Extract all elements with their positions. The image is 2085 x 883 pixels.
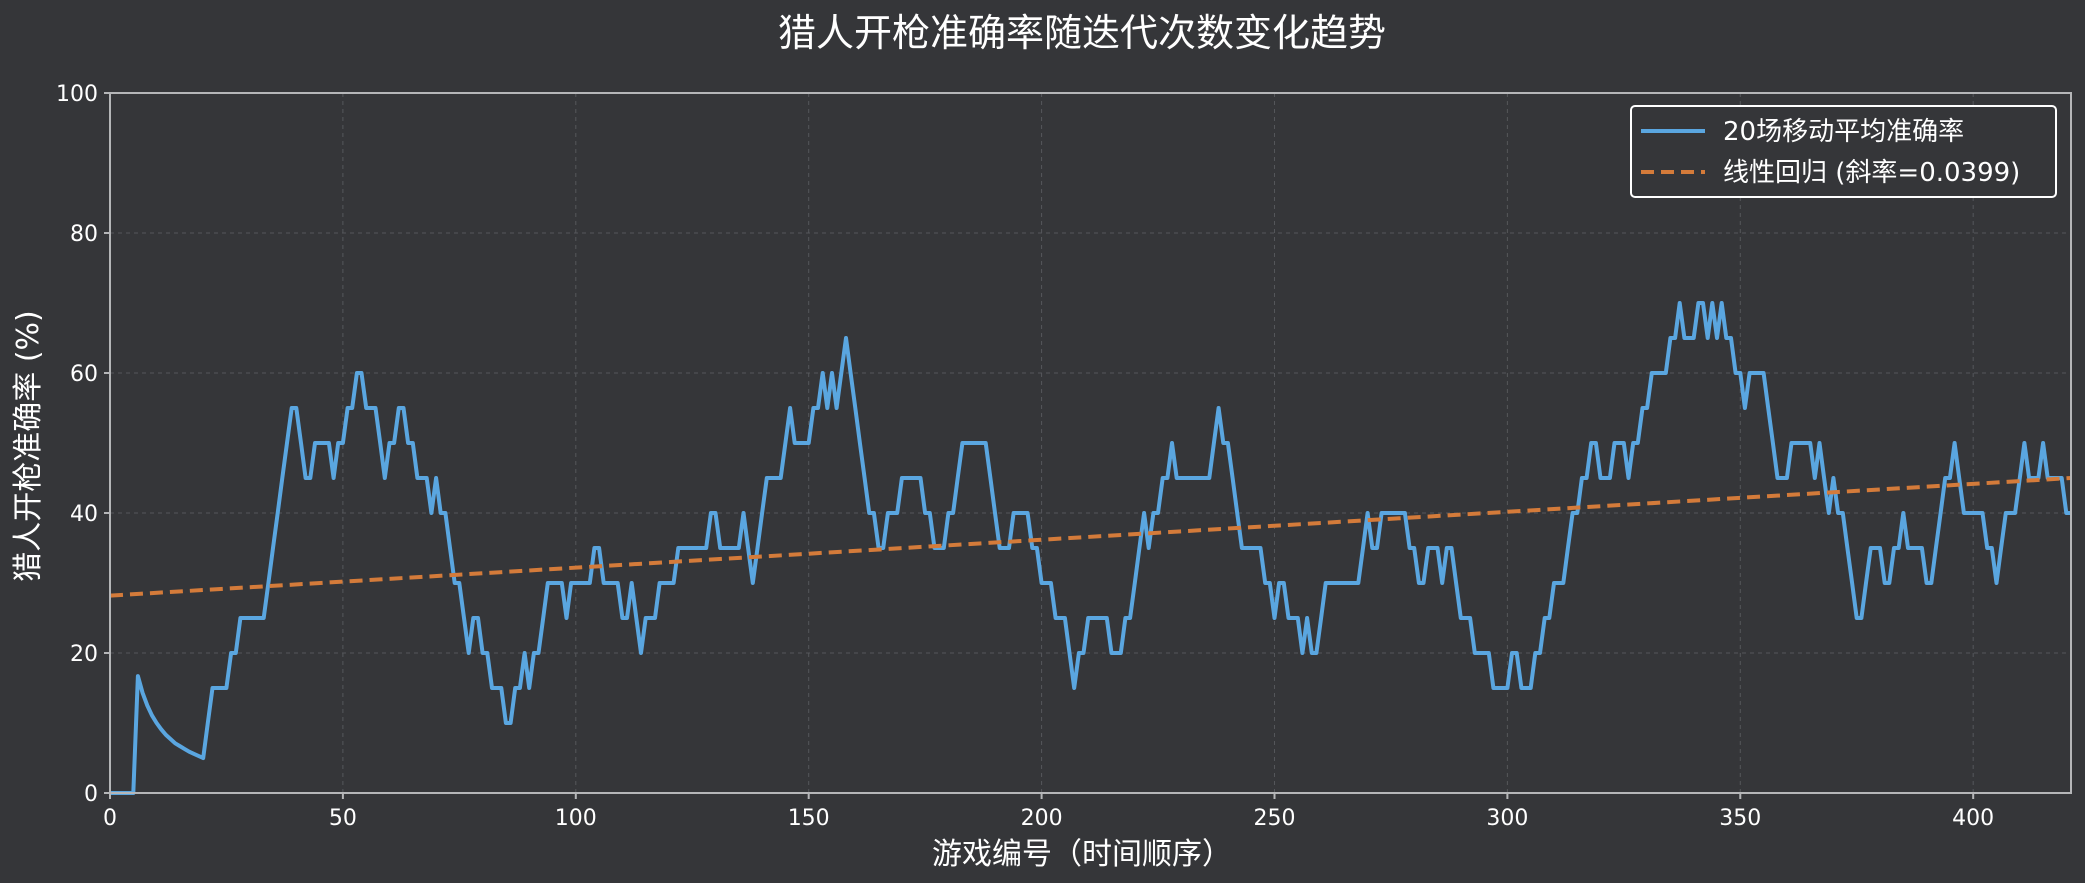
y-tick-label: 60 [70,362,98,387]
series-layer [109,301,2072,795]
y-tick-label: 40 [70,502,98,527]
regression-line [109,476,2072,598]
moving-average-line [110,301,2071,795]
x-tick-label: 150 [788,806,830,831]
legend-label-moving-average: 20场移动平均准确率 [1723,117,1964,147]
y-tick-label: 80 [70,222,98,247]
legend-label-regression: 线性回归 (斜率=0.0399) [1723,158,2020,188]
legend-box [1630,105,2057,198]
x-tick-label: 50 [329,806,357,831]
legend: 20场移动平均准确率 线性回归 (斜率=0.0399) [1630,105,2057,198]
y-axis-title: 猎人开枪准确率 (%) [11,310,46,581]
x-tick-label: 100 [555,806,597,831]
x-tick-label: 200 [1021,806,1063,831]
x-tick-label: 300 [1486,806,1528,831]
x-tick-label: 350 [1719,806,1761,831]
chart-title: 猎人开枪准确率随迭代次数变化趋势 [778,11,1386,55]
x-axis-title: 游戏编号（时间顺序） [932,837,1232,872]
tick-layer: 0 50 100 150 200 250 300 350 400 0 20 40 60 80 100 [56,82,1994,831]
y-tick-label: 20 [70,642,98,667]
x-tick-label: 0 [103,806,117,831]
plot-frame [109,92,2072,794]
x-tick-label: 250 [1253,806,1295,831]
y-tick-label: 100 [56,82,98,107]
x-tick-label: 400 [1952,806,1994,831]
y-tick-label: 0 [84,782,98,807]
